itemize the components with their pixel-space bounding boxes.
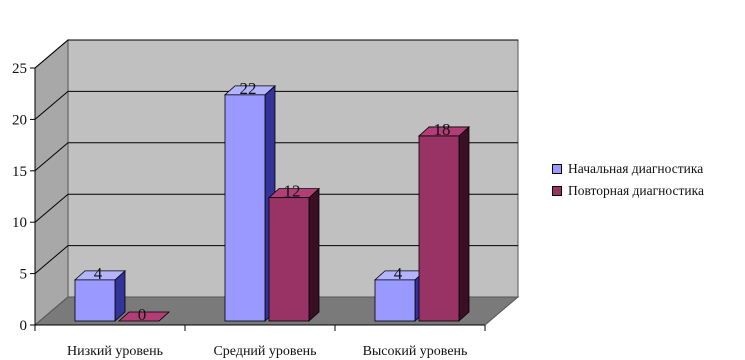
plot-side-wall bbox=[34, 38, 69, 327]
legend-swatch-initial bbox=[552, 164, 562, 174]
y-tick-label: 20 bbox=[12, 112, 27, 128]
data-label: 0 bbox=[138, 305, 147, 324]
y-tick-label: 25 bbox=[12, 61, 27, 77]
x-tick-label: Низкий уровень bbox=[67, 344, 163, 359]
bar-side bbox=[308, 187, 320, 322]
legend-label-initial: Начальная диагностика bbox=[568, 161, 704, 176]
y-tick-label: 5 bbox=[20, 267, 28, 283]
legend-item-repeat: Повторная диагностика bbox=[552, 180, 742, 202]
gridline-side bbox=[34, 142, 69, 172]
data-label: 18 bbox=[434, 120, 451, 139]
bar bbox=[268, 197, 310, 322]
gridline-side bbox=[34, 91, 69, 120]
y-tick-label: 0 bbox=[20, 318, 28, 334]
x-tick-label: Средний уровень bbox=[213, 344, 316, 359]
bar bbox=[74, 279, 116, 322]
data-label: 4 bbox=[394, 264, 403, 283]
gridline-side bbox=[34, 245, 69, 274]
legend: Начальная диагностика Повторная диагност… bbox=[552, 158, 742, 202]
data-label: 12 bbox=[284, 182, 301, 201]
gridline-side bbox=[34, 39, 69, 69]
y-tick-label: 15 bbox=[12, 164, 27, 180]
gridline-side bbox=[34, 193, 69, 223]
bar-top bbox=[117, 311, 171, 322]
y-tick-label: 10 bbox=[12, 215, 27, 231]
legend-label-repeat: Повторная диагностика bbox=[568, 183, 704, 198]
bar bbox=[224, 94, 266, 322]
bar bbox=[374, 279, 416, 322]
x-tick-label: Высокий уровень bbox=[363, 344, 468, 359]
bar bbox=[418, 135, 460, 322]
data-label: 4 bbox=[94, 264, 103, 283]
data-label: 22 bbox=[240, 79, 257, 98]
legend-swatch-repeat bbox=[552, 186, 562, 196]
bar-side bbox=[458, 126, 470, 322]
legend-item-initial: Начальная диагностика bbox=[552, 158, 742, 180]
